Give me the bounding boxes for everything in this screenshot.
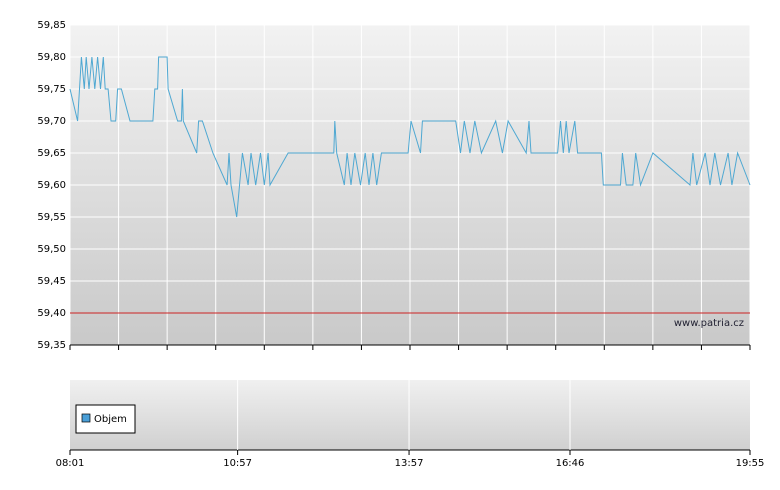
x-tick-label: 13:57 bbox=[395, 458, 424, 469]
x-tick-label: 16:46 bbox=[556, 458, 585, 469]
y-tick-label: 59,65 bbox=[37, 148, 66, 159]
volume-area bbox=[70, 380, 750, 450]
y-tick-label: 59,45 bbox=[37, 276, 66, 287]
watermark: www.patria.cz bbox=[674, 318, 744, 329]
y-tick-label: 59,80 bbox=[37, 52, 66, 63]
y-tick-label: 59,40 bbox=[37, 308, 66, 319]
y-tick-label: 59,35 bbox=[37, 340, 66, 351]
x-tick-label: 19:55 bbox=[736, 458, 765, 469]
y-tick-label: 59,85 bbox=[37, 20, 66, 31]
y-tick-label: 59,50 bbox=[37, 244, 66, 255]
legend-swatch bbox=[81, 413, 91, 423]
y-tick-label: 59,60 bbox=[37, 180, 66, 191]
x-tick-label: 10:57 bbox=[223, 458, 252, 469]
legend-label: Objem bbox=[94, 414, 127, 425]
x-tick-label: 08:01 bbox=[56, 458, 85, 469]
y-tick-label: 59,70 bbox=[37, 116, 66, 127]
price-line bbox=[69, 56, 751, 218]
y-tick-label: 59,55 bbox=[37, 212, 66, 223]
y-tick-label: 59,75 bbox=[37, 84, 66, 95]
